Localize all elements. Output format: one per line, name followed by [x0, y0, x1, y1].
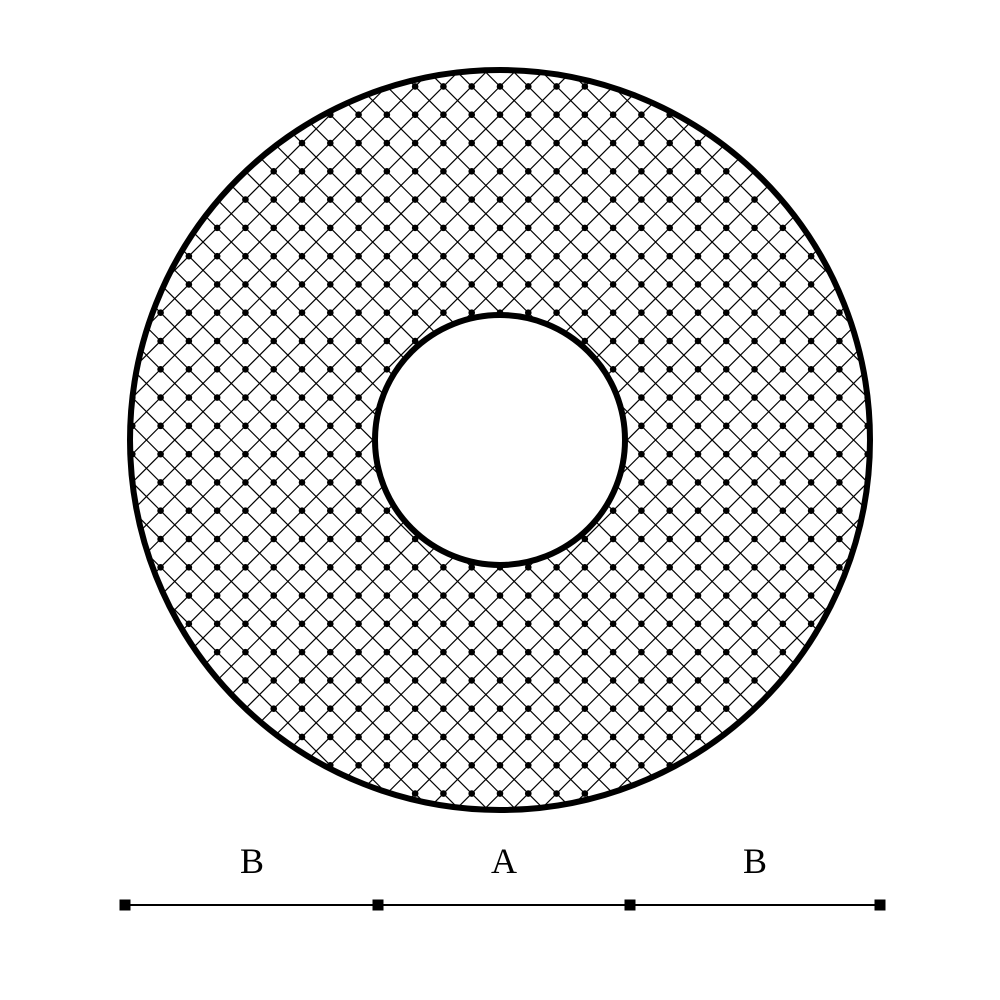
dimension-marker — [120, 900, 131, 911]
dimension-label-B2: B — [743, 841, 767, 881]
outer-circle — [130, 70, 870, 810]
dimension-marker — [373, 900, 384, 911]
dimension-label-B: B — [240, 841, 264, 881]
inner-circle — [375, 315, 625, 565]
dimension-label-A: A — [491, 841, 517, 881]
dimension-marker — [625, 900, 636, 911]
dimension-marker — [875, 900, 886, 911]
